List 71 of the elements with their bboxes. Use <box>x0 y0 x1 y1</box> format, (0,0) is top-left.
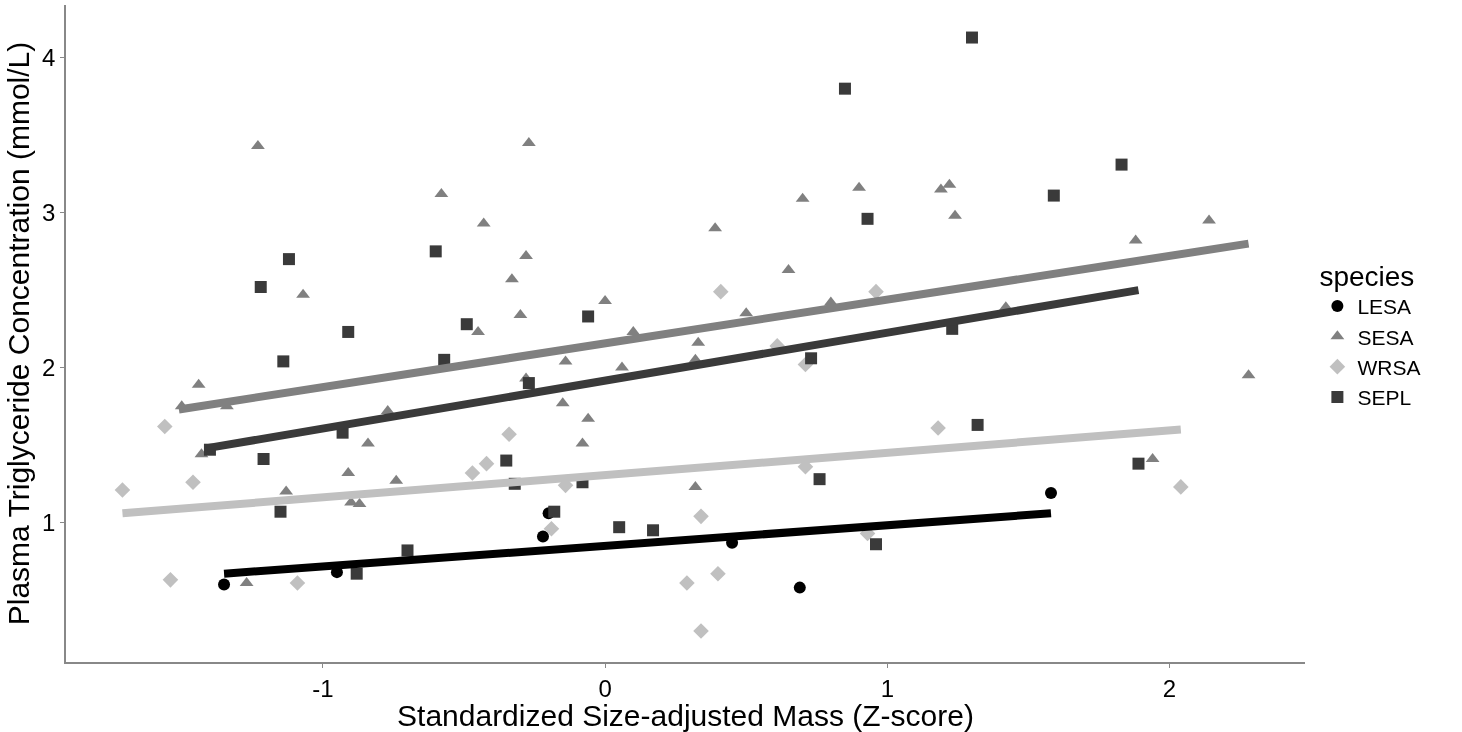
point <box>277 355 290 368</box>
point <box>257 453 270 466</box>
point <box>460 318 473 331</box>
y-tick-label: 4 <box>42 44 56 72</box>
point <box>793 581 806 594</box>
point <box>519 250 533 260</box>
legend-label: LESA <box>1357 295 1412 319</box>
point <box>156 418 173 435</box>
x-tick-label: -1 <box>312 674 334 702</box>
point <box>401 544 414 557</box>
point <box>464 465 481 481</box>
point <box>361 437 375 447</box>
y-tick-label: 3 <box>42 199 56 227</box>
y-tick-label: 2 <box>42 353 56 381</box>
x-tick-label: 2 <box>1162 674 1177 702</box>
point <box>870 538 883 551</box>
point <box>1173 479 1189 495</box>
point <box>500 454 513 467</box>
legend-title: species <box>1319 260 1415 292</box>
point <box>838 82 851 95</box>
point <box>282 253 295 266</box>
point <box>501 426 517 443</box>
point <box>598 294 612 304</box>
point <box>185 474 201 491</box>
point <box>289 575 306 591</box>
point <box>505 273 519 283</box>
point <box>342 325 355 338</box>
y-axis-title: Plasma Triglyceride Concentration (mmol/L) <box>1 41 35 626</box>
point <box>948 209 962 219</box>
point <box>536 530 549 543</box>
point <box>647 524 660 537</box>
x-axis-title: Standardized Size-adjusted Mass (Z-score) <box>397 699 974 732</box>
point <box>710 565 726 582</box>
point <box>350 567 363 580</box>
point <box>254 281 267 294</box>
legend-label: SEPL <box>1357 386 1412 410</box>
point <box>114 482 131 498</box>
point <box>813 473 826 486</box>
point <box>1115 158 1128 171</box>
point <box>613 521 626 534</box>
point <box>971 418 984 431</box>
point <box>965 31 978 44</box>
point <box>615 361 629 371</box>
point <box>868 283 884 300</box>
x-tick-label: 1 <box>880 674 894 702</box>
point <box>429 245 442 258</box>
point <box>693 623 709 639</box>
legend-label: WRSA <box>1357 355 1421 379</box>
point <box>852 181 866 191</box>
point <box>522 377 535 390</box>
legend-label: SESA <box>1357 325 1414 349</box>
point <box>679 575 695 591</box>
point <box>1132 457 1145 470</box>
point <box>1202 214 1216 224</box>
point <box>543 520 560 537</box>
point <box>274 505 287 518</box>
point <box>930 420 946 436</box>
point <box>1045 487 1057 500</box>
y-tick-label: 1 <box>42 508 56 536</box>
point <box>861 212 874 225</box>
point <box>548 505 561 518</box>
point <box>218 578 231 591</box>
point <box>712 283 729 300</box>
point <box>471 325 485 335</box>
point <box>805 352 818 365</box>
point <box>582 310 595 323</box>
point <box>1047 189 1060 202</box>
point <box>162 572 179 588</box>
point <box>693 508 709 525</box>
x-tick-label: 0 <box>598 674 612 702</box>
point <box>478 455 495 472</box>
